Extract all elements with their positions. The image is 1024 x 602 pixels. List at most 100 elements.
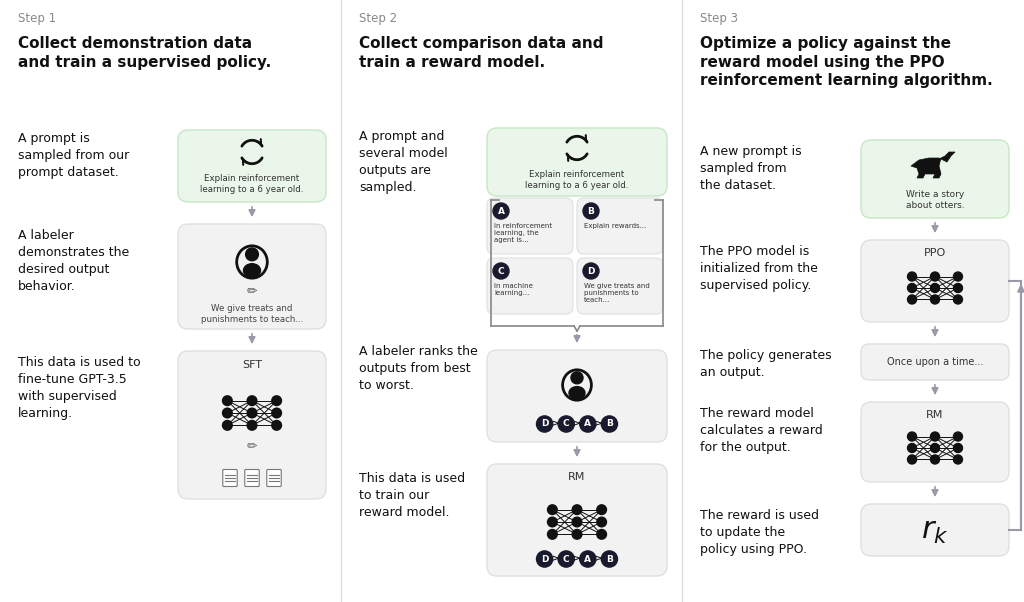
Circle shape	[247, 396, 257, 406]
PathPatch shape	[911, 152, 955, 178]
Ellipse shape	[244, 264, 260, 278]
Text: Explain rewards...: Explain rewards...	[584, 223, 646, 229]
FancyBboxPatch shape	[487, 258, 573, 314]
Text: C: C	[498, 267, 504, 276]
Text: >: >	[552, 420, 559, 429]
Text: Collect comparison data and
train a reward model.: Collect comparison data and train a rewa…	[359, 36, 603, 70]
Text: $r_k$: $r_k$	[922, 518, 949, 547]
Circle shape	[222, 420, 232, 430]
Circle shape	[953, 444, 963, 453]
Circle shape	[907, 444, 916, 453]
FancyBboxPatch shape	[487, 464, 667, 576]
FancyBboxPatch shape	[861, 240, 1009, 322]
Circle shape	[597, 530, 606, 539]
Circle shape	[931, 432, 939, 441]
Circle shape	[931, 444, 939, 453]
Text: SFT: SFT	[242, 360, 262, 370]
FancyBboxPatch shape	[577, 258, 663, 314]
Text: D: D	[587, 267, 595, 276]
Text: RM: RM	[568, 472, 586, 482]
Circle shape	[907, 455, 916, 464]
FancyBboxPatch shape	[861, 402, 1009, 482]
Circle shape	[583, 203, 599, 219]
Circle shape	[247, 408, 257, 418]
Circle shape	[271, 408, 282, 418]
Circle shape	[597, 505, 606, 515]
FancyBboxPatch shape	[178, 351, 326, 499]
Circle shape	[580, 551, 596, 567]
Circle shape	[953, 272, 963, 281]
Circle shape	[572, 517, 582, 527]
Text: A labeler ranks the
outputs from best
to worst.: A labeler ranks the outputs from best to…	[359, 345, 478, 392]
Text: Write a story
about otters.: Write a story about otters.	[905, 190, 965, 210]
FancyBboxPatch shape	[223, 470, 238, 486]
Text: This data is used
to train our
reward model.: This data is used to train our reward mo…	[359, 472, 465, 519]
Ellipse shape	[569, 386, 585, 399]
Circle shape	[931, 272, 939, 281]
Text: A prompt and
several model
outputs are
sampled.: A prompt and several model outputs are s…	[359, 130, 447, 194]
Circle shape	[931, 455, 939, 464]
Text: A: A	[585, 420, 591, 429]
Text: ✏: ✏	[247, 285, 257, 299]
Text: Step 1: Step 1	[18, 12, 56, 25]
Circle shape	[583, 263, 599, 279]
Text: The PPO model is
initialized from the
supervised policy.: The PPO model is initialized from the su…	[700, 245, 818, 292]
Circle shape	[548, 505, 557, 515]
FancyBboxPatch shape	[487, 128, 667, 196]
Text: This data is used to
fine-tune GPT-3.5
with supervised
learning.: This data is used to fine-tune GPT-3.5 w…	[18, 356, 140, 420]
FancyBboxPatch shape	[178, 130, 326, 202]
Text: D: D	[541, 420, 548, 429]
Text: Once upon a time...: Once upon a time...	[887, 357, 983, 367]
Circle shape	[247, 420, 257, 430]
Circle shape	[246, 248, 258, 261]
Circle shape	[580, 416, 596, 432]
Text: >: >	[595, 420, 602, 429]
Circle shape	[572, 505, 582, 515]
Text: >: >	[595, 554, 602, 563]
Text: Optimize a policy against the
reward model using the PPO
reinforcement learning : Optimize a policy against the reward mod…	[700, 36, 992, 88]
Text: A prompt is
sampled from our
prompt dataset.: A prompt is sampled from our prompt data…	[18, 132, 129, 179]
Circle shape	[548, 517, 557, 527]
Circle shape	[571, 372, 583, 384]
Circle shape	[537, 551, 553, 567]
Circle shape	[953, 432, 963, 441]
Circle shape	[558, 416, 574, 432]
Text: A labeler
demonstrates the
desired output
behavior.: A labeler demonstrates the desired outpu…	[18, 229, 129, 293]
Circle shape	[548, 530, 557, 539]
Text: Collect demonstration data
and train a supervised policy.: Collect demonstration data and train a s…	[18, 36, 271, 70]
Text: B: B	[606, 420, 612, 429]
Text: We give treats and
punishments to teach...: We give treats and punishments to teach.…	[201, 304, 303, 324]
Text: In reinforcement
learning, the
agent is...: In reinforcement learning, the agent is.…	[494, 223, 552, 243]
Text: Explain reinforcement
learning to a 6 year old.: Explain reinforcement learning to a 6 ye…	[201, 174, 304, 194]
FancyBboxPatch shape	[178, 224, 326, 329]
Circle shape	[222, 408, 232, 418]
Circle shape	[601, 551, 617, 567]
FancyBboxPatch shape	[861, 140, 1009, 218]
Text: The reward is used
to update the
policy using PPO.: The reward is used to update the policy …	[700, 509, 819, 556]
Text: PPO: PPO	[924, 248, 946, 258]
Circle shape	[601, 416, 617, 432]
Circle shape	[493, 263, 509, 279]
Text: B: B	[588, 206, 595, 216]
Text: In machine
learning...: In machine learning...	[494, 283, 532, 296]
Circle shape	[597, 517, 606, 527]
Text: A: A	[585, 554, 591, 563]
Circle shape	[953, 455, 963, 464]
Text: Step 3: Step 3	[700, 12, 738, 25]
Circle shape	[271, 396, 282, 406]
Text: >: >	[552, 554, 559, 563]
Text: The reward model
calculates a reward
for the output.: The reward model calculates a reward for…	[700, 407, 822, 454]
Circle shape	[572, 530, 582, 539]
Circle shape	[907, 272, 916, 281]
FancyBboxPatch shape	[861, 344, 1009, 380]
FancyBboxPatch shape	[861, 504, 1009, 556]
Text: RM: RM	[927, 410, 944, 420]
Circle shape	[931, 284, 939, 293]
Circle shape	[907, 284, 916, 293]
Text: C: C	[563, 420, 569, 429]
Text: ✏: ✏	[247, 441, 257, 453]
Text: A: A	[498, 206, 505, 216]
Circle shape	[271, 420, 282, 430]
Text: Explain reinforcement
learning to a 6 year old.: Explain reinforcement learning to a 6 ye…	[525, 170, 629, 190]
Text: A new prompt is
sampled from
the dataset.: A new prompt is sampled from the dataset…	[700, 145, 802, 192]
